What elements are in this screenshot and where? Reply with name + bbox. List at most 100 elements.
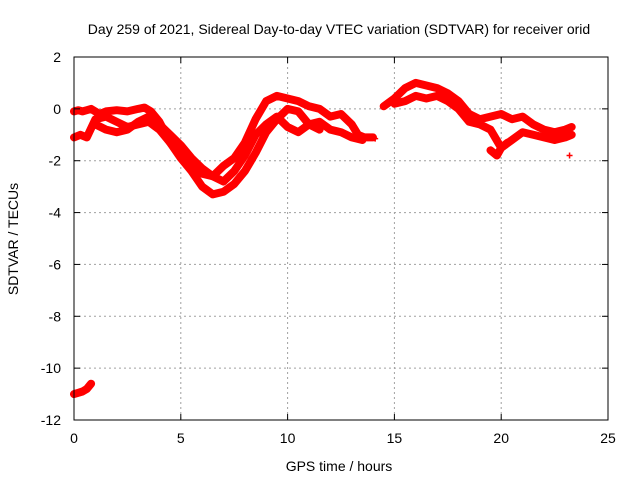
- data-point: [562, 126, 569, 133]
- data-point: [167, 131, 174, 138]
- x-tick-label: 20: [493, 430, 509, 446]
- data-point: [209, 191, 216, 198]
- data-point: [540, 126, 547, 133]
- data-point: [92, 121, 99, 128]
- data-point: [348, 134, 355, 141]
- data-point: [263, 121, 270, 128]
- data-point: [423, 82, 430, 89]
- x-tick-label: 25: [600, 430, 616, 446]
- data-point: [402, 98, 409, 105]
- data-point: [316, 126, 323, 133]
- data-point: [273, 92, 280, 99]
- data-point: [220, 178, 227, 185]
- data-point: [103, 126, 110, 133]
- data-point: [83, 134, 90, 141]
- data-point: [551, 136, 558, 143]
- x-tick-label: 10: [280, 430, 296, 446]
- data-point: [209, 173, 216, 180]
- data-point: [562, 134, 569, 141]
- data-point: [466, 118, 473, 125]
- y-tick-label: -12: [41, 412, 61, 428]
- data-point: [273, 113, 280, 120]
- data-point: [252, 149, 259, 156]
- data-point: [508, 116, 515, 123]
- data-point: [124, 126, 131, 133]
- data-point: [188, 168, 195, 175]
- data-point: [220, 162, 227, 169]
- series-point-a: [372, 135, 379, 142]
- data-point: [241, 139, 248, 146]
- data-point: [145, 113, 152, 120]
- data-layer: [70, 78, 576, 399]
- data-point: [113, 118, 120, 125]
- data-point: [75, 107, 82, 114]
- data-point: [487, 147, 494, 154]
- data-point: [77, 131, 84, 138]
- data-point: [113, 129, 120, 136]
- data-point: [231, 168, 238, 175]
- data-point: [444, 90, 451, 97]
- y-tick-label: -4: [49, 205, 62, 221]
- y-tick-label: -6: [49, 256, 62, 272]
- data-point: [519, 129, 526, 136]
- series-line: [91, 112, 324, 186]
- axis-ticks: 0 5 10 15 20 25 -12 -10 -8 -6 -4 -2 0 2: [41, 49, 616, 446]
- data-point: [252, 131, 259, 138]
- data-point: [530, 121, 537, 128]
- data-point: [199, 183, 206, 190]
- data-point: [295, 108, 302, 115]
- data-point: [455, 98, 462, 105]
- data-point: [327, 126, 334, 133]
- data-point: [263, 129, 270, 136]
- data-point: [391, 100, 398, 107]
- series-line: [486, 138, 512, 160]
- data-point: [504, 139, 511, 146]
- y-tick-label: -2: [49, 153, 62, 169]
- data-point: [476, 121, 483, 128]
- data-point: [327, 113, 334, 120]
- data-point: [103, 113, 110, 120]
- data-point: [177, 155, 184, 162]
- data-point: [231, 181, 238, 188]
- data-point: [487, 126, 494, 133]
- data-point: [412, 79, 419, 86]
- x-tick-label: 15: [387, 430, 403, 446]
- data-point: [434, 85, 441, 92]
- series-trace-5: [390, 91, 576, 152]
- data-point: [568, 124, 575, 131]
- data-point: [83, 385, 90, 392]
- y-tick-label: -8: [49, 308, 62, 324]
- y-tick-label: 2: [53, 49, 61, 65]
- y-tick-label: 0: [53, 101, 61, 117]
- data-point: [135, 118, 142, 125]
- series-trace-3: [91, 112, 324, 186]
- data-point: [79, 388, 86, 395]
- data-point: [566, 152, 573, 159]
- data-point: [402, 85, 409, 92]
- y-axis-label: SDTVAR / TECUs: [5, 183, 21, 295]
- data-point: [568, 131, 575, 138]
- data-point: [241, 152, 248, 159]
- data-point: [284, 124, 291, 131]
- x-tick-label: 0: [70, 430, 78, 446]
- data-point: [284, 95, 291, 102]
- data-point: [498, 111, 505, 118]
- data-point: [88, 380, 95, 387]
- data-point: [135, 105, 142, 112]
- data-point: [519, 113, 526, 120]
- series-point-b: [566, 152, 573, 159]
- data-point: [263, 98, 270, 105]
- data-point: [284, 105, 291, 112]
- data-point: [156, 121, 163, 128]
- data-point: [252, 116, 259, 123]
- data-point: [220, 188, 227, 195]
- data-point: [241, 168, 248, 175]
- data-point: [75, 389, 82, 396]
- data-point: [338, 111, 344, 118]
- data-point: [434, 92, 441, 99]
- data-point: [359, 136, 366, 143]
- y-tick-label: -10: [41, 360, 61, 376]
- data-point: [493, 152, 500, 159]
